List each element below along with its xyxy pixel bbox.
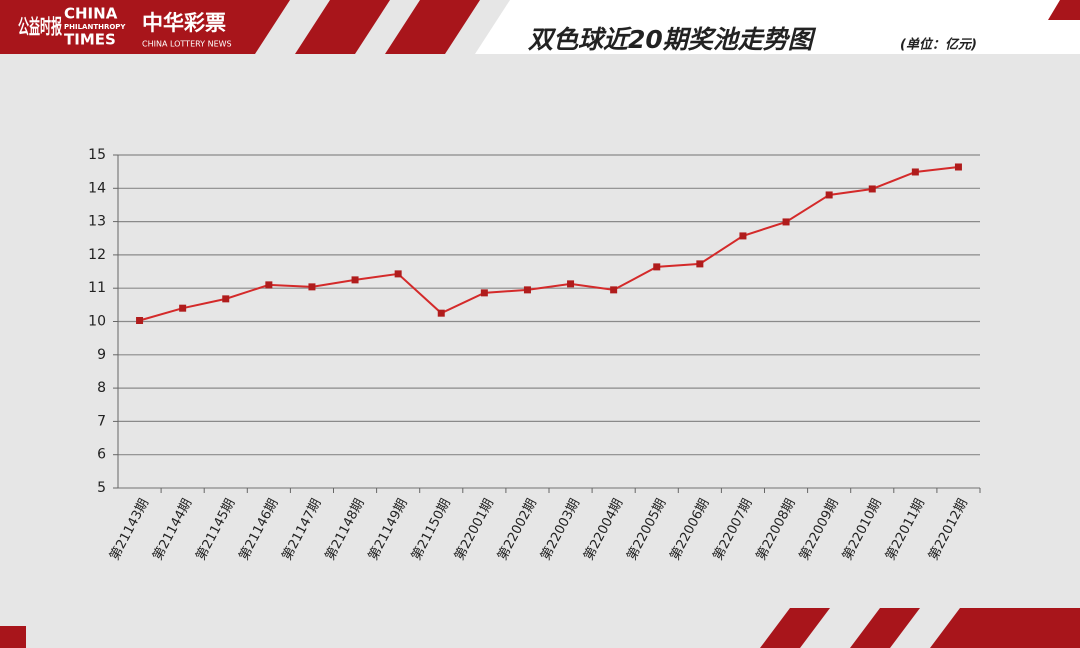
data-point: [653, 263, 661, 271]
data-point: [739, 232, 747, 240]
stripe: [850, 608, 920, 648]
logo-text: CHINA: [64, 5, 118, 23]
logo-text: CHINA LOTTERY NEWS: [142, 40, 232, 49]
title-banner: [475, 0, 1080, 54]
y-tick-label: 8: [97, 380, 106, 396]
y-tick-label: 9: [97, 347, 106, 363]
data-point: [825, 191, 833, 199]
data-point: [265, 281, 273, 289]
data-point: [911, 168, 919, 176]
chart-subtitle: (单位：亿元): [900, 37, 977, 53]
logo-text: 中华彩票: [142, 11, 226, 35]
stripe: [1048, 0, 1080, 20]
stripe: [760, 608, 830, 648]
chart-title: 双色球近20期奖池走势图: [528, 25, 817, 54]
logo-text: TIMES: [64, 31, 116, 49]
data-point: [480, 289, 488, 297]
data-point: [610, 286, 618, 294]
y-tick-label: 10: [88, 314, 106, 330]
data-point: [222, 295, 230, 303]
data-point: [954, 163, 962, 171]
y-tick-label: 11: [88, 280, 106, 296]
corner: [0, 626, 26, 648]
stripe: [385, 0, 480, 54]
data-point: [136, 317, 144, 325]
data-point: [179, 304, 187, 312]
data-point: [782, 218, 790, 226]
logo-banner: [0, 0, 290, 54]
y-tick-label: 6: [97, 447, 106, 463]
data-point: [394, 270, 402, 278]
stripe: [295, 0, 390, 54]
y-tick-label: 13: [88, 214, 106, 230]
data-line: [139, 165, 959, 322]
data-point: [868, 185, 876, 193]
y-tick-label: 15: [88, 147, 106, 163]
data-point: [567, 280, 575, 288]
y-tick-label: 12: [88, 247, 106, 263]
data-point: [308, 283, 316, 291]
data-point: [437, 309, 445, 317]
data-point: [523, 286, 531, 294]
data-point: [351, 276, 359, 284]
logo-text: PHILANTHROPY: [64, 23, 126, 31]
logo-text: 公益时报: [18, 15, 62, 39]
y-tick-label: 14: [88, 180, 106, 196]
y-tick-label: 7: [97, 413, 106, 429]
data-point: [696, 260, 704, 268]
y-tick-label: 5: [97, 480, 106, 496]
stripe: [930, 608, 1080, 648]
